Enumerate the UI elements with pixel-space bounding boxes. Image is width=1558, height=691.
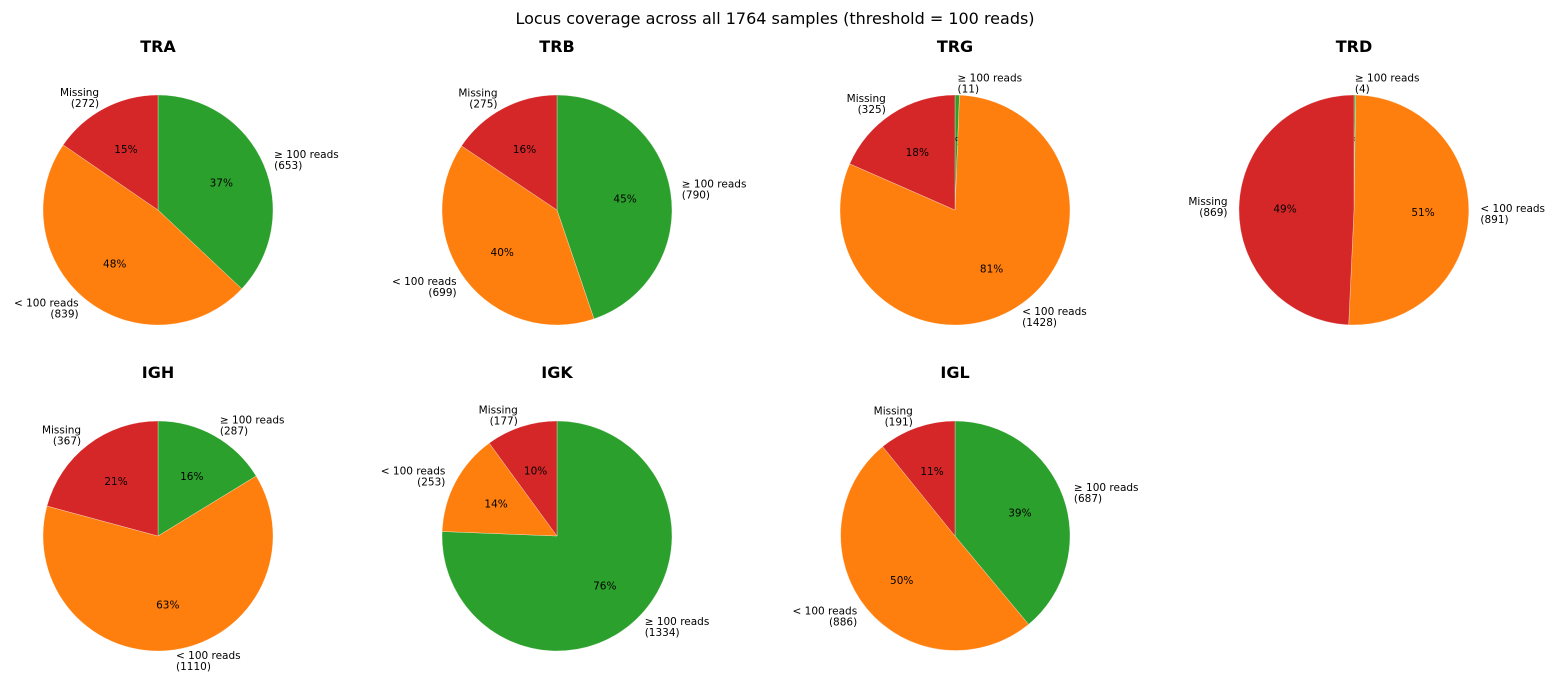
pie-slice-count: (367): [53, 436, 81, 448]
pie-slice-count: (177): [490, 416, 518, 428]
pie-slice-label: ≥ 100 reads: [645, 616, 710, 628]
pie-slice-label: < 100 reads: [176, 650, 241, 662]
pie-slice-count: (839): [50, 309, 78, 321]
pie-slice-percent: 63%: [156, 599, 179, 611]
pie-slice-label: Missing: [42, 425, 81, 437]
pie-slice-missing: [882, 420, 956, 537]
pie-slice-percent: 11%: [920, 466, 943, 478]
pie-slice-missing: [489, 420, 558, 537]
pie-title: TRD: [1336, 37, 1373, 56]
pie-slice-percent: 48%: [103, 259, 126, 271]
pie-slice-count: (687): [1074, 493, 1102, 505]
pie-title: IGH: [142, 363, 174, 382]
pie-slice-label: Missing: [458, 87, 497, 99]
pie-slice-count: (1428): [1022, 317, 1057, 329]
pie-slice-percent: 21%: [104, 476, 127, 488]
pie-slice-above-threshold: [157, 94, 274, 290]
pie-slice-label: ≥ 100 reads: [1355, 73, 1420, 85]
pie-tra: TRA 37% ≥ 100 reads(653) 48% < 100 reads(839…: [14, 37, 339, 326]
pie-slice-percent: 15%: [114, 144, 137, 156]
pie-slice-label: ≥ 100 reads: [1074, 482, 1139, 494]
pie-slice-count: (4): [1355, 84, 1370, 96]
pie-title: TRB: [539, 37, 574, 56]
pie-slice-percent: 14%: [484, 499, 507, 511]
pie-slice-percent: 10%: [524, 465, 547, 477]
pie-title: TRG: [937, 37, 973, 56]
pie-slice-count: (11): [958, 84, 980, 96]
pie-slice-label: ≥ 100 reads: [958, 73, 1023, 85]
figure-title: Locus coverage across all 1764 samples (…: [515, 9, 1034, 28]
pie-slice-percent: 76%: [593, 581, 616, 593]
pie-slice-below-threshold: [42, 475, 274, 652]
pie-slice-percent: 40%: [491, 247, 514, 259]
pie-title: TRA: [140, 37, 176, 56]
pie-slice-count: (886): [829, 616, 857, 628]
pie-title: IGL: [940, 363, 969, 382]
pie-slice-above-threshold: [954, 420, 1071, 625]
pie-slice-below-threshold: [441, 145, 595, 326]
pie-slice-label: ≥ 100 reads: [274, 149, 339, 161]
pie-slice-count: (275): [469, 98, 497, 110]
pie-slice-label: Missing: [1188, 196, 1227, 208]
pie-slice-count: (191): [885, 417, 913, 429]
pie-slice-percent: 16%: [180, 471, 203, 483]
pie-slice-count: (1334): [645, 627, 680, 639]
pie-slice-percent: 50%: [890, 575, 913, 587]
pie-igk: IGK 76% ≥ 100 reads(1334) 14% < 100 reads(25…: [381, 363, 710, 652]
pie-igl: IGL 39% ≥ 100 reads(687) 50% < 100 reads(886…: [793, 363, 1139, 651]
pie-slice-count: (1110): [176, 661, 211, 673]
pie-slice-below-threshold: [441, 442, 558, 537]
pie-slice-missing: [1238, 94, 1355, 326]
pie-slice-missing: [849, 94, 956, 211]
pie-slice-label: ≥ 100 reads: [682, 178, 747, 190]
pie-slice-count: (891): [1480, 214, 1508, 226]
pie-slice-label: Missing: [479, 405, 518, 417]
pie-slice-below-threshold: [42, 144, 242, 326]
pie-slice-label: < 100 reads: [14, 298, 79, 310]
pie-slice-missing: [461, 94, 558, 211]
pie-slice-percent: 81%: [980, 264, 1003, 276]
pie-slice-label: < 100 reads: [1022, 306, 1087, 318]
pie-slice-label: < 100 reads: [1480, 203, 1545, 215]
pie-trb: TRB 45% ≥ 100 reads(790) 40% < 100 reads(699…: [392, 37, 747, 326]
pie-slice-count: (869): [1199, 207, 1227, 219]
pie-slice-above-threshold: [556, 94, 673, 320]
pie-slice-count: (699): [428, 287, 456, 299]
pie-slice-count: (272): [71, 98, 99, 110]
pie-slice-below-threshold: [1348, 94, 1469, 326]
pie-slice-percent: 37%: [210, 178, 233, 190]
pie-slice-count: (325): [858, 104, 886, 116]
pie-slice-count: (287): [220, 426, 248, 438]
pie-slice-count: (653): [274, 160, 302, 172]
pie-slice-percent: 45%: [613, 194, 636, 206]
pie-slice-label: < 100 reads: [381, 466, 446, 478]
pie-slice-percent: 16%: [513, 144, 536, 156]
pie-slice-above-threshold: [157, 420, 257, 537]
pie-slice-label: < 100 reads: [392, 276, 457, 288]
pie-slice-count: (790): [682, 189, 710, 201]
pie-slice-count: (253): [417, 477, 445, 489]
pie-slice-missing: [46, 420, 159, 537]
pie-slice-percent: 18%: [906, 147, 929, 159]
pie-slice-label: ≥ 100 reads: [220, 415, 285, 427]
pie-slice-label: Missing: [847, 93, 886, 105]
pie-igh: IGH 16% ≥ 100 reads(287) 63% < 100 reads(111…: [42, 363, 285, 673]
pie-slice-missing: [63, 94, 159, 211]
pie-slice-below-threshold: [840, 446, 1029, 651]
pie-slice-percent: 39%: [1008, 508, 1031, 520]
pie-slice-percent: 49%: [1273, 203, 1296, 215]
pie-slice-percent: 51%: [1411, 207, 1434, 219]
pie-slice-label: < 100 reads: [793, 605, 858, 617]
pie-slice-label: Missing: [60, 87, 99, 99]
pie-title: IGK: [541, 363, 573, 382]
pie-slice-label: Missing: [874, 406, 913, 418]
